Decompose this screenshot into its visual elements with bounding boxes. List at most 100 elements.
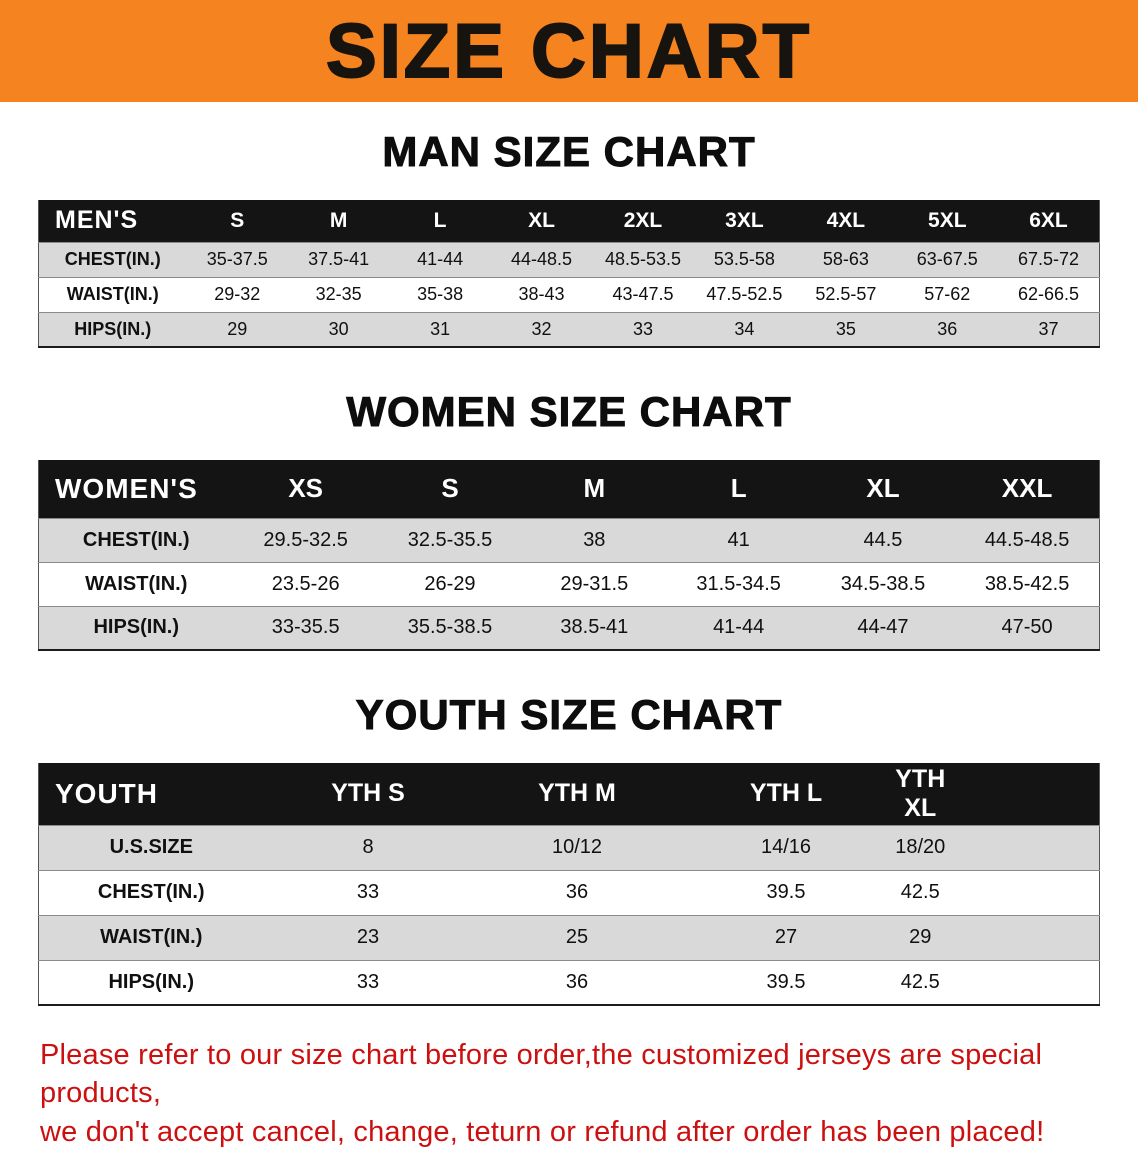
value-cell: 41-44 [389,241,491,277]
table-row: CHEST(IN.) 35-37.5 37.5-41 41-44 44-48.5 48.5… [38,241,1100,277]
table-row: WAIST(IN.) 23 25 27 29 [38,914,1100,960]
value-cell: 38.5-41 [522,605,667,650]
disclaimer-line-1: Please refer to our size chart before or… [40,1039,1043,1110]
size-header-cell: S [377,460,523,518]
table-row: WAIST(IN.) 29-32 32-35 35-38 38-43 43-47.5 47.… [38,276,1100,312]
value-cell: 25 [472,914,682,960]
row-label-cell: HIPS(IN.) [38,311,187,347]
value-cell: 48.5-53.5 [592,241,694,277]
value-cell: 38-43 [490,276,593,312]
row-label-cell: CHEST(IN.) [38,241,187,277]
table-row: HIPS(IN.) 33 36 39.5 42.5 [38,959,1100,1005]
value-cell: 57-62 [896,276,998,312]
row-label-cell: CHEST(IN.) [38,517,234,562]
men-section-heading: MAN SIZE CHART [382,128,756,176]
value-cell: 47.5-52.5 [693,276,796,312]
row-label-cell: U.S.SIZE [38,824,264,870]
table-title-cell: MEN'S [38,200,187,242]
size-header-cell: YTH M [472,763,682,825]
value-cell: 67.5-72 [998,241,1100,277]
value-cell: 52.5-57 [795,276,897,312]
value-cell: 32 [490,311,593,347]
table-row: CHEST(IN.) 29.5-32.5 32.5-35.5 38 41 44.5 44.5… [38,517,1100,562]
value-cell: 41 [666,517,811,562]
page-title: SIZE CHART [325,8,812,95]
size-header-cell: 2XL [592,200,694,242]
value-cell: 14/16 [681,824,891,870]
size-header-cell: 5XL [896,200,998,242]
size-header-cell: YTH XL [890,763,1100,825]
value-cell: 36 [896,311,998,347]
value-cell: 32-35 [287,276,390,312]
youth-table-header: YOUTH YTH S YTH M YTH L YTH XL [38,763,1100,825]
size-header-cell: S [186,200,288,242]
row-label-cell: WAIST(IN.) [38,914,264,960]
value-cell: 44.5-48.5 [955,517,1100,562]
value-cell: 42.5 [890,869,1100,915]
size-header-cell: M [287,200,390,242]
header-row: MEN'S S M L XL 2XL 3XL 4XL 5XL 6XL [38,200,1100,242]
table-row: HIPS(IN.) 29 30 31 32 33 34 35 36 37 [38,311,1100,347]
table-row: WAIST(IN.) 23.5-26 26-29 29-31.5 31.5-34.5 34… [38,561,1100,606]
value-cell: 33 [263,959,473,1005]
youth-table-body: U.S.SIZE 8 10/12 14/16 18/20 CHEST(IN.) 33 36 39… [38,824,1100,1005]
value-cell: 30 [287,311,390,347]
youth-size-section: YOUTH SIZE CHART YOUTH YTH S YTH M YTH L YTH… [0,691,1138,1006]
row-label-cell: CHEST(IN.) [38,869,264,915]
youth-section-heading: YOUTH SIZE CHART [355,691,783,739]
value-cell: 63-67.5 [896,241,998,277]
size-header-cell: 3XL [693,200,796,242]
table-row: HIPS(IN.) 33-35.5 35.5-38.5 38.5-41 41-44 44-… [38,605,1100,650]
value-cell: 39.5 [681,959,891,1005]
women-size-section: WOMEN SIZE CHART WOMEN'S XS S M L XL XXL CHEST… [0,388,1138,651]
men-size-section: MAN SIZE CHART MEN'S S M L XL 2XL 3XL 4XL 5XL 6XL… [0,128,1138,348]
size-header-cell: 6XL [998,200,1100,242]
size-header-cell: YTH L [681,763,891,825]
table-title-cell: YOUTH [38,763,264,825]
size-header-cell: XXL [955,460,1100,518]
value-cell: 44-48.5 [490,241,593,277]
value-cell: 31 [389,311,491,347]
table-row: CHEST(IN.) 33 36 39.5 42.5 [38,869,1100,915]
value-cell: 38 [522,517,667,562]
men-table-header: MEN'S S M L XL 2XL 3XL 4XL 5XL 6XL [38,200,1100,242]
value-cell: 31.5-34.5 [666,561,811,606]
value-cell: 29-31.5 [522,561,667,606]
value-cell: 34.5-38.5 [810,561,956,606]
value-cell: 37.5-41 [287,241,390,277]
value-cell: 42.5 [890,959,1100,1005]
value-cell: 27 [681,914,891,960]
header-row: YOUTH YTH S YTH M YTH L YTH XL [38,763,1100,825]
disclaimer: Please refer to our size chart before or… [40,1036,1118,1151]
value-cell: 53.5-58 [693,241,796,277]
women-section-heading: WOMEN SIZE CHART [346,388,792,436]
women-table-body: CHEST(IN.) 29.5-32.5 32.5-35.5 38 41 44.5 44.5… [38,517,1100,650]
value-cell: 29 [186,311,288,347]
value-cell: 37 [998,311,1100,347]
value-cell: 10/12 [472,824,682,870]
size-header-cell: XL [490,200,593,242]
value-cell: 39.5 [681,869,891,915]
row-label-cell: WAIST(IN.) [38,561,234,606]
men-size-table: MEN'S S M L XL 2XL 3XL 4XL 5XL 6XL CHEST(IN.) 35-3… [38,200,1100,348]
size-header-cell: XS [233,460,378,518]
header-row: WOMEN'S XS S M L XL XXL [38,460,1100,518]
value-cell: 62-66.5 [998,276,1100,312]
value-cell: 26-29 [377,561,523,606]
size-header-cell: L [666,460,811,518]
value-cell: 38.5-42.5 [955,561,1100,606]
row-label-cell: HIPS(IN.) [38,605,234,650]
value-cell: 23.5-26 [233,561,378,606]
value-cell: 44-47 [810,605,956,650]
table-row: U.S.SIZE 8 10/12 14/16 18/20 [38,824,1100,870]
row-label-cell: WAIST(IN.) [38,276,187,312]
row-label-cell: HIPS(IN.) [38,959,264,1005]
value-cell: 43-47.5 [592,276,694,312]
value-cell: 35.5-38.5 [377,605,523,650]
women-size-table: WOMEN'S XS S M L XL XXL CHEST(IN.) 29.5-32.5 32.… [38,460,1100,651]
value-cell: 35 [795,311,897,347]
value-cell: 36 [472,959,682,1005]
size-header-cell: L [389,200,491,242]
value-cell: 44.5 [810,517,956,562]
